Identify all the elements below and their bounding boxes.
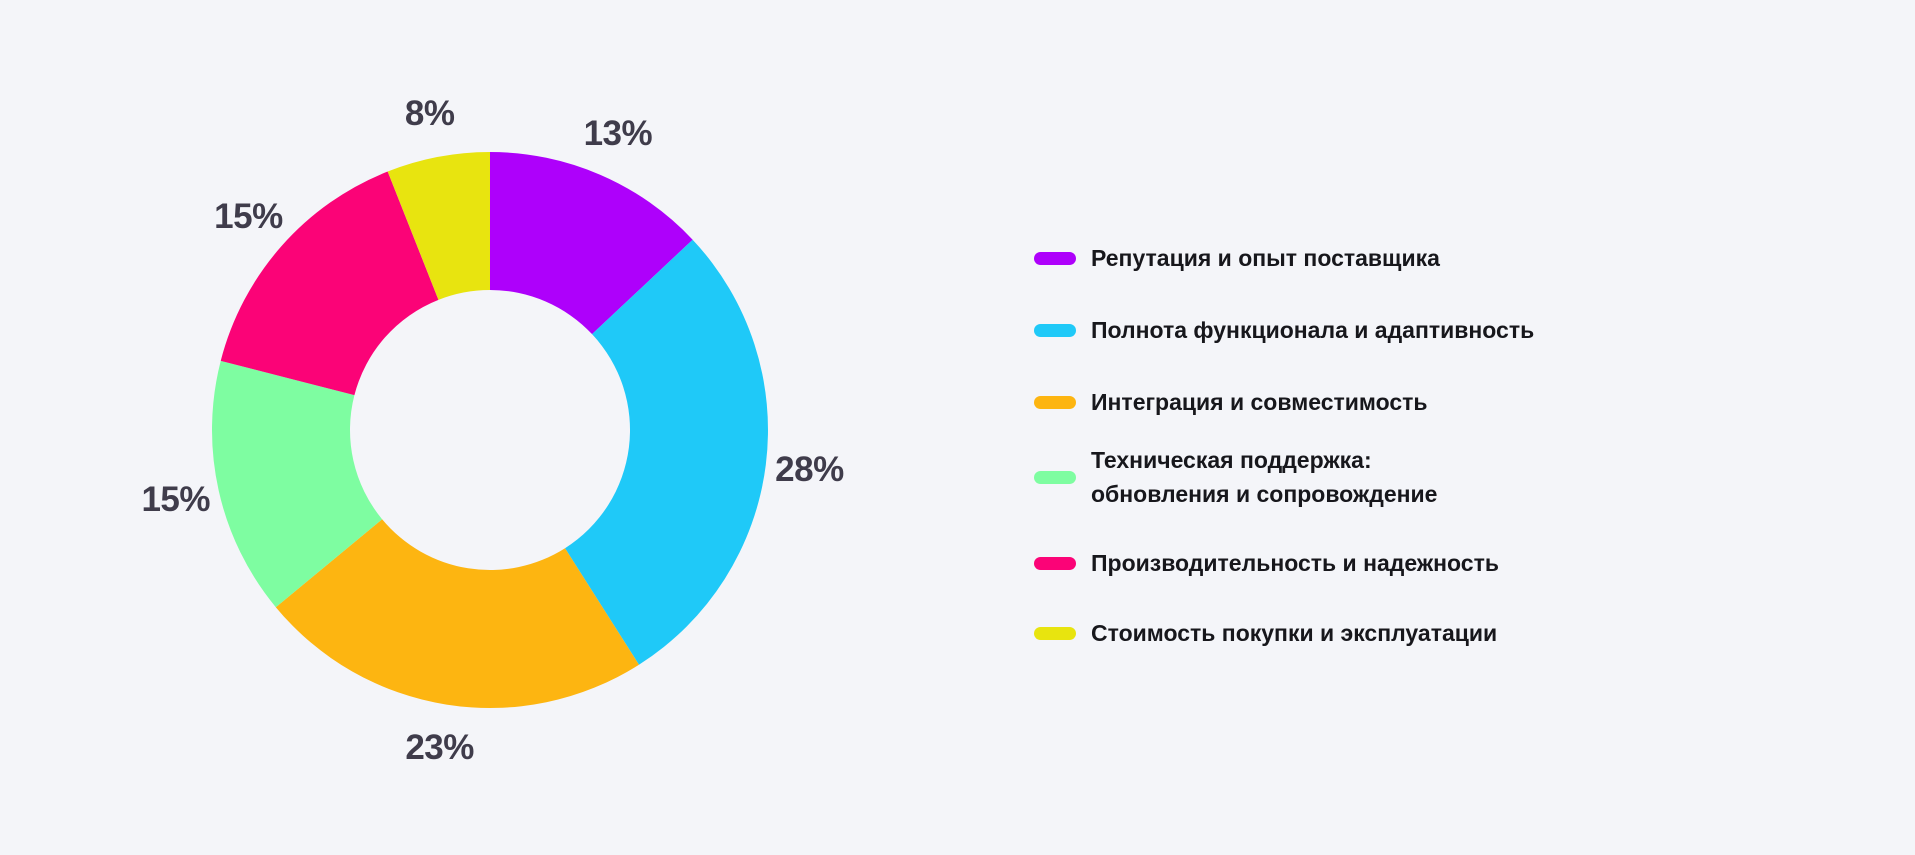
legend-label: Полнота функционала и адаптивность xyxy=(1091,317,1535,343)
legend-swatch xyxy=(1034,395,1076,409)
legend-label: Техническая поддержка: обновления и сопр… xyxy=(1091,447,1438,507)
legend-swatch xyxy=(1034,323,1076,337)
legend-item-0: Репутация и опыт поставщика xyxy=(1034,241,1440,275)
legend-item-4: Производительность и надежность xyxy=(1034,546,1499,580)
donut-segment-3 xyxy=(211,360,383,608)
legend-label: Интеграция и совместимость xyxy=(1091,389,1428,415)
legend-label: Стоимость покупки и эксплуатации xyxy=(1091,620,1498,646)
donut-segment-2 xyxy=(275,519,639,708)
slice-percent-label-4: 15% xyxy=(214,197,283,237)
legend-label: Репутация и опыт поставщика xyxy=(1091,245,1440,271)
legend-swatch xyxy=(1034,626,1076,640)
legend-swatch xyxy=(1034,556,1076,570)
slice-percent-label-0: 13% xyxy=(583,114,653,154)
donut-segment-4 xyxy=(220,171,439,396)
slice-percent-label-1: 28% xyxy=(775,450,844,490)
donut-segment-5 xyxy=(387,152,490,300)
legend-item-3: Техническая поддержка: обновления и сопр… xyxy=(1034,443,1437,511)
slice-percent-label-2: 23% xyxy=(405,728,474,768)
legend-item-1: Полнота функционала и адаптивность xyxy=(1034,313,1534,347)
donut-segment-0 xyxy=(490,152,693,335)
legend-swatch xyxy=(1034,251,1076,265)
donut-segment-1 xyxy=(565,239,768,665)
legend-item-5: Стоимость покупки и эксплуатации xyxy=(1034,616,1497,650)
legend-label: Производительность и надежность xyxy=(1091,550,1499,576)
legend-swatch xyxy=(1034,470,1076,484)
slice-percent-label-5: 8% xyxy=(404,93,455,133)
slice-percent-label-3: 15% xyxy=(141,480,211,520)
legend-item-2: Интеграция и совместимость xyxy=(1034,385,1428,419)
legend: Репутация и опыт поставщика Полнота функ… xyxy=(1034,0,1734,855)
